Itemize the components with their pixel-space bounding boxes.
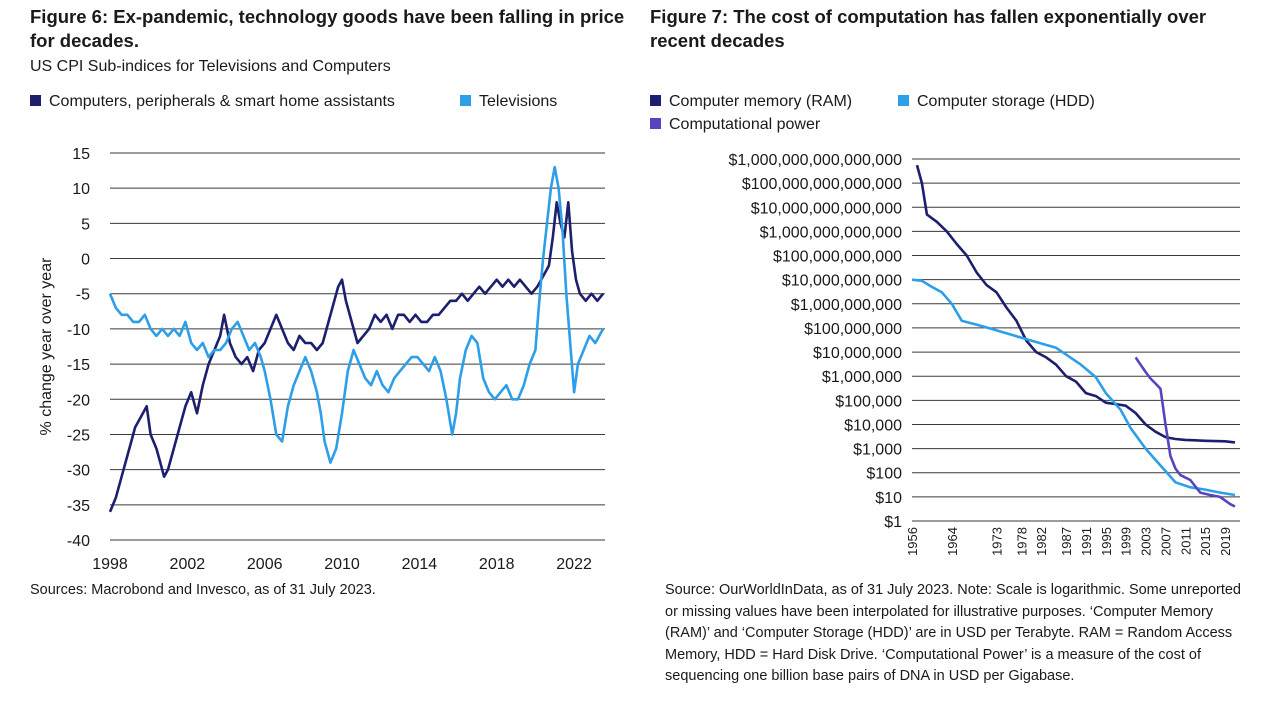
legend-label-computational-power: Computational power xyxy=(669,116,821,133)
legend-label-hdd: Computer storage (HDD) xyxy=(917,93,1095,110)
y-tick-label: $1 xyxy=(884,514,902,531)
legend-item-ram: Computer memory (RAM) xyxy=(650,93,852,111)
x-tick-label: 1964 xyxy=(945,527,960,556)
y-tick-label: $100,000,000,000,000 xyxy=(742,176,902,193)
figure-6-source: Sources: Macrobond and Invesco, as of 31… xyxy=(30,582,376,598)
y-tick-label: $100,000 xyxy=(835,393,902,410)
figure-6-subtitle: US CPI Sub-indices for Televisions and C… xyxy=(30,58,391,75)
legend-swatch-computational-power xyxy=(650,118,661,129)
computation-cost-log-chart: $1,000,000,000,000,000 $100,000,000,000,0… xyxy=(729,152,1240,556)
y-tick-label: -35 xyxy=(67,498,90,515)
y-tick-label: -30 xyxy=(67,463,90,480)
x-tick-label: 2015 xyxy=(1198,527,1213,556)
y-tick-label: -5 xyxy=(76,287,90,304)
legend-swatch-ram xyxy=(650,95,661,106)
figure-7-title: Figure 7: The cost of computation has fa… xyxy=(650,6,1207,51)
x-tick-label: 1982 xyxy=(1034,527,1049,556)
y-tick-label: -15 xyxy=(67,357,90,374)
y-tick-label: -20 xyxy=(67,392,90,409)
x-tick-label: 2011 xyxy=(1178,527,1193,555)
y-tick-label: 10 xyxy=(72,181,90,198)
figure-6-title: Figure 6: Ex-pandemic, technology goods … xyxy=(30,6,625,51)
y-tick-label: $1,000,000,000 xyxy=(791,297,902,314)
series-line-computer-memory-ram xyxy=(915,164,1236,444)
x-tick-label: 2002 xyxy=(170,556,206,573)
y-tick-label: 0 xyxy=(81,252,90,269)
series-line-televisions xyxy=(108,165,605,464)
x-tick-label: 2014 xyxy=(402,556,438,573)
figure-7-source: Source: OurWorldInData, as of 31 July 20… xyxy=(665,582,1241,684)
series-line-computers-peripherals-smart-home-assistants xyxy=(108,201,605,513)
x-tick-label: 2007 xyxy=(1159,527,1174,556)
legend-item-televisions: Televisions xyxy=(460,93,557,111)
y-tick-label: $10,000,000,000,000 xyxy=(751,200,902,217)
x-tick-label: 2018 xyxy=(479,556,515,573)
y-tick-label: 5 xyxy=(81,216,90,233)
x-tick-label: 2010 xyxy=(324,556,360,573)
y-tick-label: $10,000,000 xyxy=(813,345,902,362)
legend-label-ram: Computer memory (RAM) xyxy=(669,93,853,110)
series-line-computer-storage-hdd xyxy=(911,278,1236,497)
x-tick-label: 1998 xyxy=(92,556,128,573)
y-tick-label: $1,000,000 xyxy=(822,369,902,386)
x-tick-label: 1999 xyxy=(1119,527,1134,556)
y-tick-label: 15 xyxy=(72,146,90,163)
x-tick-label: 2003 xyxy=(1139,527,1154,556)
y-tick-label: $10,000 xyxy=(844,417,902,434)
y-tick-label: $10 xyxy=(875,490,902,507)
x-tick-label: 2019 xyxy=(1218,527,1233,556)
y-tick-label: $100,000,000,000 xyxy=(773,249,902,266)
legend-item-hdd: Computer storage (HDD) xyxy=(898,93,1095,111)
series-line-computational-power xyxy=(1134,356,1236,508)
x-tick-label: 1995 xyxy=(1099,527,1114,556)
y-tick-label: $100,000,000 xyxy=(804,321,902,338)
legend-label-computers: Computers, peripherals & smart home assi… xyxy=(49,93,395,110)
y-tick-label: $10,000,000,000 xyxy=(782,273,902,290)
legend-swatch-hdd xyxy=(898,95,909,106)
x-tick-label: 2022 xyxy=(556,556,592,573)
legend-swatch-computers xyxy=(30,95,41,106)
x-tick-label: 1978 xyxy=(1014,527,1029,556)
x-tick-label: 2006 xyxy=(247,556,283,573)
y-axis-label: % change year over year xyxy=(38,257,55,436)
y-tick-label: -40 xyxy=(67,533,90,550)
y-tick-label: $1,000,000,000,000 xyxy=(760,224,902,241)
y-tick-label: -10 xyxy=(67,322,90,339)
legend-item-computers: Computers, peripherals & smart home assi… xyxy=(30,93,395,111)
figure-7-panel: Figure 7: The cost of computation has fa… xyxy=(640,0,1280,720)
figure-6-panel: Figure 6: Ex-pandemic, technology goods … xyxy=(30,6,625,598)
legend-swatch-televisions xyxy=(460,95,471,106)
x-tick-label: 1991 xyxy=(1079,527,1094,556)
y-tick-label: $1,000 xyxy=(853,442,902,459)
x-tick-label: 1956 xyxy=(905,527,920,556)
y-tick-label: -25 xyxy=(67,427,90,444)
x-tick-label: 1973 xyxy=(990,527,1005,556)
legend-item-computational-power: Computational power xyxy=(650,116,820,134)
legend-label-televisions: Televisions xyxy=(479,93,558,110)
y-tick-label: $1,000,000,000,000,000 xyxy=(729,152,903,169)
y-tick-label: $100 xyxy=(866,466,902,483)
x-tick-label: 1987 xyxy=(1059,527,1074,556)
